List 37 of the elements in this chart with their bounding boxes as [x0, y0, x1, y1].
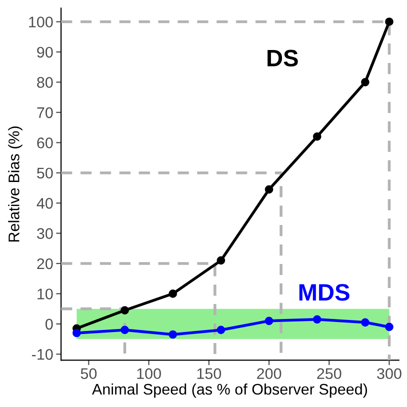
y-axis-title: Relative Bias (%)	[8, 126, 22, 242]
y-tick-label: 70	[37, 107, 53, 118]
y-tick-label: 0	[46, 318, 53, 330]
point	[312, 132, 322, 141]
point	[361, 318, 370, 327]
point	[385, 322, 394, 332]
point	[168, 330, 178, 339]
point	[264, 316, 274, 326]
point	[216, 326, 226, 334]
y-tick-label: 30	[37, 228, 53, 239]
point	[216, 256, 226, 265]
y-tick-label: 100	[29, 16, 53, 28]
point	[361, 78, 370, 86]
point	[120, 306, 129, 314]
series-label: MDS	[299, 284, 350, 301]
y-tick-label: 10	[38, 288, 53, 300]
x-axis-title: Animal Speed (as % of Observer Speed)	[92, 383, 368, 398]
point	[168, 290, 178, 298]
y-tick-label: -10	[32, 349, 53, 360]
point	[312, 315, 322, 324]
point	[264, 185, 274, 194]
x-tick-label: 100	[137, 368, 161, 380]
y-tick-label: 40	[36, 198, 53, 209]
y-tick-label: 60	[37, 137, 53, 148]
x-tick-label: 300	[377, 368, 402, 380]
y-tick-label: 90	[37, 46, 53, 58]
y-tick-label: 20	[37, 258, 53, 270]
x-tick-label: 250	[317, 368, 342, 380]
y-tick-label: 50	[37, 168, 53, 179]
x-tick-label: 150	[197, 368, 222, 380]
text: DS	[268, 50, 298, 67]
point	[72, 328, 81, 338]
y-tick-label: 80	[37, 77, 53, 88]
point	[120, 326, 129, 334]
x-tick-label: 50	[80, 368, 97, 380]
point	[385, 18, 394, 26]
x-tick-label: 200	[257, 368, 282, 380]
